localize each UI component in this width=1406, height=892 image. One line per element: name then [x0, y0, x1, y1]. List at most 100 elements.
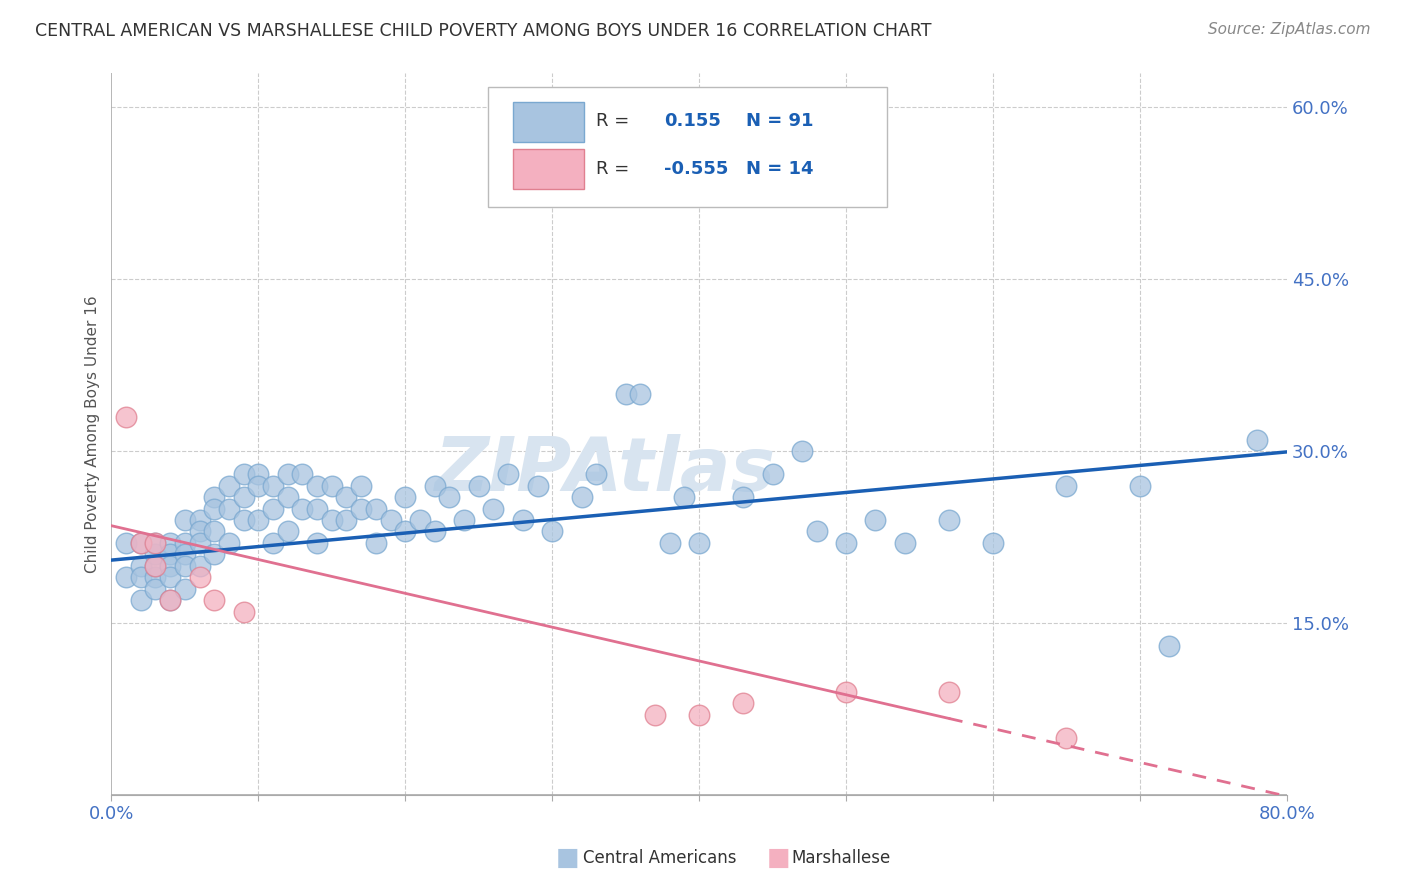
Text: Source: ZipAtlas.com: Source: ZipAtlas.com — [1208, 22, 1371, 37]
Point — [145, 558, 167, 573]
Text: 0.155: 0.155 — [664, 112, 721, 130]
Point — [159, 570, 181, 584]
Point — [512, 513, 534, 527]
Point — [321, 513, 343, 527]
Point — [571, 490, 593, 504]
Point — [188, 524, 211, 539]
Point — [1159, 639, 1181, 653]
Point — [145, 536, 167, 550]
Point — [423, 524, 446, 539]
Point — [1054, 731, 1077, 745]
Point — [938, 513, 960, 527]
Point — [129, 536, 152, 550]
Point — [159, 536, 181, 550]
Point — [173, 513, 195, 527]
Text: CENTRAL AMERICAN VS MARSHALLESE CHILD POVERTY AMONG BOYS UNDER 16 CORRELATION CH: CENTRAL AMERICAN VS MARSHALLESE CHILD PO… — [35, 22, 932, 40]
Point — [277, 524, 299, 539]
Point — [129, 536, 152, 550]
Point — [262, 536, 284, 550]
Point — [262, 478, 284, 492]
Point — [380, 513, 402, 527]
Point — [173, 582, 195, 596]
Point — [394, 524, 416, 539]
Point — [277, 490, 299, 504]
Text: Central Americans: Central Americans — [583, 849, 737, 867]
Point — [232, 605, 254, 619]
Point — [202, 524, 225, 539]
Point — [188, 513, 211, 527]
Point — [585, 467, 607, 482]
Point — [981, 536, 1004, 550]
Text: N = 91: N = 91 — [747, 112, 814, 130]
Point — [644, 707, 666, 722]
Point — [350, 501, 373, 516]
Point — [364, 536, 387, 550]
Point — [790, 444, 813, 458]
Point — [453, 513, 475, 527]
FancyBboxPatch shape — [513, 149, 583, 188]
Point — [423, 478, 446, 492]
Point — [409, 513, 432, 527]
Point — [335, 490, 357, 504]
Point — [439, 490, 461, 504]
Point — [894, 536, 917, 550]
Point — [218, 478, 240, 492]
Point — [159, 593, 181, 607]
Point — [307, 501, 329, 516]
Point — [835, 685, 858, 699]
Point — [115, 536, 138, 550]
Point — [1129, 478, 1152, 492]
Point — [202, 593, 225, 607]
Point — [335, 513, 357, 527]
Text: ZIPAtlas: ZIPAtlas — [434, 434, 776, 507]
Point — [467, 478, 489, 492]
Point — [307, 536, 329, 550]
Point — [247, 478, 270, 492]
Point — [865, 513, 887, 527]
Point — [291, 467, 314, 482]
Point — [145, 536, 167, 550]
Point — [188, 558, 211, 573]
Point — [761, 467, 783, 482]
Point — [129, 558, 152, 573]
Text: R =: R = — [596, 160, 641, 178]
Point — [129, 570, 152, 584]
Point — [277, 467, 299, 482]
Point — [1246, 433, 1268, 447]
Point — [115, 570, 138, 584]
Point — [394, 490, 416, 504]
Point — [307, 478, 329, 492]
Point — [202, 490, 225, 504]
Point — [350, 478, 373, 492]
Point — [145, 570, 167, 584]
Point — [232, 490, 254, 504]
Point — [614, 387, 637, 401]
FancyBboxPatch shape — [513, 102, 583, 142]
Point — [173, 558, 195, 573]
Point — [188, 570, 211, 584]
Point — [526, 478, 548, 492]
Text: ■: ■ — [555, 847, 579, 870]
Point — [541, 524, 564, 539]
Text: Marshallese: Marshallese — [792, 849, 891, 867]
Point — [688, 536, 710, 550]
Text: ■: ■ — [766, 847, 790, 870]
Point — [115, 409, 138, 424]
Point — [247, 467, 270, 482]
Point — [482, 501, 505, 516]
Point — [1054, 478, 1077, 492]
FancyBboxPatch shape — [488, 87, 887, 207]
Point — [145, 547, 167, 561]
Point — [364, 501, 387, 516]
Text: -0.555: -0.555 — [664, 160, 728, 178]
Point — [262, 501, 284, 516]
Point — [159, 547, 181, 561]
Point — [232, 513, 254, 527]
Text: R =: R = — [596, 112, 641, 130]
Point — [496, 467, 519, 482]
Point — [202, 547, 225, 561]
Point — [202, 501, 225, 516]
Point — [218, 501, 240, 516]
Point — [188, 536, 211, 550]
Point — [938, 685, 960, 699]
